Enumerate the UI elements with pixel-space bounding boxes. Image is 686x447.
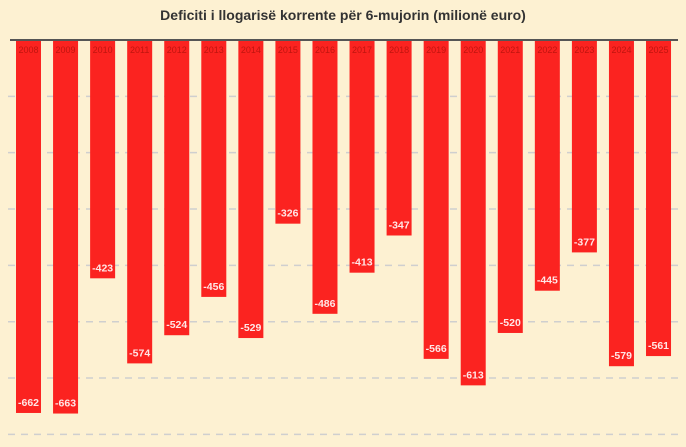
- data-label: -445: [537, 275, 558, 287]
- x-tick-label: 2020: [463, 45, 483, 55]
- data-label: -663: [55, 398, 76, 410]
- bar: [16, 40, 41, 413]
- bar: [571, 40, 597, 253]
- bar: [349, 40, 375, 273]
- x-tick-label: 2015: [278, 45, 298, 55]
- x-tick-label: 2010: [93, 45, 113, 55]
- data-label: -456: [203, 281, 224, 293]
- bar: [90, 40, 116, 279]
- data-label: -529: [240, 322, 261, 334]
- data-label: -486: [314, 298, 335, 310]
- x-tick-label: 2011: [130, 45, 149, 55]
- bar: [164, 40, 190, 336]
- x-tick-label: 2008: [18, 45, 38, 55]
- data-label: -413: [352, 257, 373, 269]
- data-label: -566: [426, 343, 447, 355]
- chart-title: Deficiti i llogarisë korrente për 6-mujo…: [160, 7, 526, 23]
- x-tick-label: 2013: [204, 45, 224, 55]
- x-tick-label: 2019: [426, 45, 446, 55]
- data-label: -561: [648, 340, 669, 352]
- bar: [646, 40, 672, 357]
- data-label: -574: [129, 347, 150, 359]
- bar: [201, 40, 227, 297]
- data-label: -377: [574, 236, 595, 248]
- data-label: -524: [166, 319, 187, 331]
- x-tick-label: 2023: [574, 45, 594, 55]
- x-tick-label: 2012: [167, 45, 187, 55]
- data-label: -423: [92, 262, 113, 274]
- x-tick-label: 2009: [56, 45, 76, 55]
- bar: [312, 40, 338, 314]
- x-tick-label: 2024: [611, 45, 631, 55]
- data-label: -326: [277, 208, 298, 220]
- x-tick-label: 2018: [389, 45, 409, 55]
- bar: [53, 40, 79, 414]
- x-tick-label: 2022: [537, 45, 557, 55]
- data-label: -613: [463, 369, 484, 381]
- bar: [423, 40, 449, 359]
- bar: [127, 40, 153, 364]
- x-tick-label: 2014: [241, 45, 261, 55]
- bar: [238, 40, 264, 339]
- data-label: -662: [18, 397, 39, 409]
- data-label: -520: [500, 317, 521, 329]
- x-tick-label: 2021: [500, 45, 520, 55]
- bar: [275, 40, 301, 224]
- data-label: -579: [611, 350, 632, 362]
- x-tick-label: 2017: [352, 45, 372, 55]
- bar: [534, 40, 560, 291]
- data-label: -347: [389, 219, 410, 231]
- bar: [608, 40, 634, 367]
- x-tick-label: 2016: [315, 45, 335, 55]
- bar: [386, 40, 412, 236]
- bar: [460, 40, 486, 386]
- bar: [497, 40, 523, 333]
- x-tick-label: 2025: [649, 45, 669, 55]
